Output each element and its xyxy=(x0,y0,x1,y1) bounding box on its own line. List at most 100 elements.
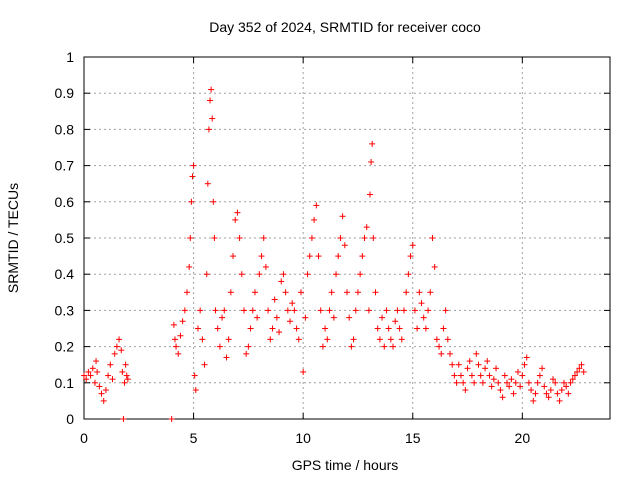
data-point xyxy=(552,379,559,386)
data-point xyxy=(545,394,552,401)
data-point xyxy=(177,332,184,339)
y-tick-label: 0.8 xyxy=(55,121,75,137)
data-point xyxy=(189,173,196,180)
data-point xyxy=(530,397,537,404)
data-point xyxy=(363,224,370,231)
data-point xyxy=(541,383,548,390)
data-point xyxy=(124,376,131,383)
data-point xyxy=(512,379,519,386)
data-point xyxy=(407,253,414,260)
data-point xyxy=(212,307,219,314)
data-point xyxy=(482,365,489,372)
data-point xyxy=(560,379,567,386)
data-point xyxy=(396,325,403,332)
data-point xyxy=(471,379,478,386)
data-point xyxy=(245,343,252,350)
data-point xyxy=(420,314,427,321)
data-point xyxy=(556,397,563,404)
data-point xyxy=(317,307,324,314)
data-point xyxy=(249,307,256,314)
data-point xyxy=(107,361,114,368)
data-point xyxy=(350,336,357,343)
data-point xyxy=(477,372,484,379)
data-point xyxy=(493,365,500,372)
x-axis-label: GPS time / hours xyxy=(292,457,399,473)
data-point xyxy=(525,379,532,386)
data-point xyxy=(569,376,576,383)
data-point xyxy=(219,314,226,321)
data-point xyxy=(550,376,557,383)
data-point xyxy=(315,253,322,260)
data-point xyxy=(187,235,194,241)
data-point xyxy=(199,336,206,343)
chart-title: Day 352 of 2024, SRMTID for receiver coc… xyxy=(209,19,481,35)
data-point xyxy=(328,289,335,296)
data-point xyxy=(519,372,526,379)
data-point xyxy=(214,325,221,332)
data-point xyxy=(438,350,445,357)
data-point xyxy=(379,314,386,321)
data-point xyxy=(184,289,191,296)
data-point xyxy=(339,213,346,220)
data-point xyxy=(227,289,234,296)
data-point xyxy=(223,354,230,361)
y-tick-label: 0.6 xyxy=(55,194,75,210)
data-point xyxy=(381,343,388,350)
data-point xyxy=(304,271,311,278)
data-point xyxy=(369,140,376,147)
data-point xyxy=(510,390,517,397)
data-point xyxy=(539,365,546,372)
data-point xyxy=(499,394,506,401)
data-point xyxy=(528,387,535,394)
data-point xyxy=(258,253,265,260)
data-point xyxy=(359,253,366,260)
data-point xyxy=(341,242,348,249)
data-point xyxy=(190,162,197,169)
data-point xyxy=(243,350,250,357)
data-point xyxy=(571,372,578,379)
data-point xyxy=(411,307,418,314)
data-point xyxy=(400,307,407,314)
data-point xyxy=(429,235,436,241)
data-point xyxy=(247,325,254,332)
data-point xyxy=(497,387,504,394)
data-point xyxy=(267,336,274,343)
data-point xyxy=(565,390,572,397)
data-point xyxy=(514,368,521,375)
data-point xyxy=(209,115,216,122)
data-point xyxy=(563,383,570,390)
data-point xyxy=(171,336,178,343)
data-point xyxy=(326,307,333,314)
data-point xyxy=(94,368,101,375)
data-point xyxy=(269,325,276,332)
data-point xyxy=(251,289,258,296)
data-point xyxy=(234,209,241,216)
x-tick-label: 15 xyxy=(405,430,421,446)
data-point xyxy=(576,365,583,372)
data-point xyxy=(302,314,309,321)
data-point xyxy=(230,253,237,260)
data-point xyxy=(422,325,429,332)
data-point xyxy=(534,379,541,386)
data-point xyxy=(330,314,337,321)
data-point xyxy=(403,289,410,296)
data-point xyxy=(466,358,473,365)
data-point xyxy=(506,383,513,390)
data-point xyxy=(567,379,574,386)
data-point xyxy=(203,271,210,278)
data-points xyxy=(81,86,587,422)
data-point xyxy=(464,365,471,372)
data-point xyxy=(116,336,123,343)
data-point xyxy=(232,216,239,223)
data-point xyxy=(574,368,581,375)
data-point xyxy=(284,307,291,314)
y-tick-label: 0.9 xyxy=(55,85,75,101)
data-point xyxy=(168,416,175,422)
data-point xyxy=(346,314,353,321)
x-tick-label: 10 xyxy=(295,430,311,446)
data-point xyxy=(109,376,116,383)
data-point xyxy=(122,361,129,368)
data-point xyxy=(462,387,469,394)
data-point xyxy=(436,343,443,350)
x-tick-label: 0 xyxy=(80,430,88,446)
